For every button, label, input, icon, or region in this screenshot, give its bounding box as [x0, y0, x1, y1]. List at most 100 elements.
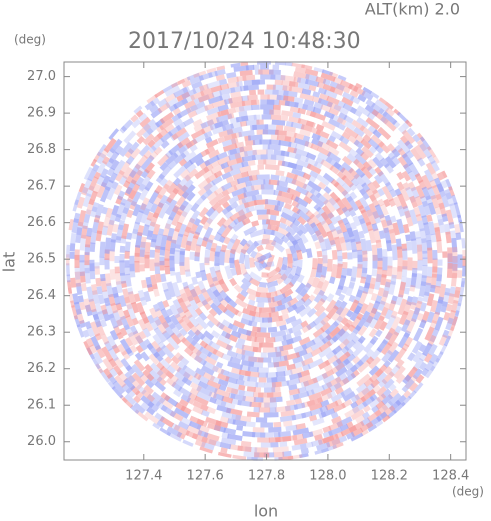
radar-cell [250, 250, 258, 259]
radar-cell [314, 433, 323, 441]
radar-cell [301, 431, 314, 439]
radar-cell [415, 185, 426, 199]
radar-cell [82, 193, 92, 208]
radar-cell [154, 412, 165, 422]
radar-cell [249, 228, 266, 238]
radar-cell [206, 209, 220, 225]
radar-cell [360, 276, 367, 284]
radar-cell [276, 200, 285, 208]
radar-cell [184, 269, 191, 277]
y-axis-label: lat [0, 252, 19, 273]
radar-cell [269, 214, 277, 221]
radar-cell [384, 309, 394, 320]
radar-cell [288, 383, 298, 391]
radar-cell [314, 319, 327, 331]
radar-cell [234, 342, 245, 350]
radar-cell [269, 396, 283, 403]
radar-cell [184, 257, 190, 272]
radar-cell [89, 321, 101, 337]
radar-cell [247, 293, 257, 301]
radar-cell [362, 161, 373, 172]
radar-cell [121, 383, 132, 394]
radar-cell [174, 352, 185, 362]
radar-cell [322, 425, 332, 434]
radar-cell [286, 187, 302, 198]
radar-cell [131, 118, 142, 129]
radar-cell [77, 182, 86, 193]
radar-cell [209, 375, 220, 384]
radar-cell [81, 340, 93, 356]
radar-cell [390, 310, 398, 319]
radar-cell [199, 215, 209, 225]
radar-cell [172, 204, 181, 214]
radar-cell [123, 130, 137, 144]
radar-cell [309, 111, 327, 121]
radar-cell [387, 331, 400, 347]
radar-cell [241, 95, 249, 102]
radar-cell [233, 283, 243, 294]
radar-cell [396, 205, 406, 217]
radar-cell [332, 76, 344, 85]
radar-cell [211, 90, 223, 98]
radar-cell [245, 205, 256, 213]
radar-cell [342, 102, 358, 115]
radar-cell [456, 269, 463, 279]
radar-cell [450, 230, 457, 239]
radar-cell [276, 195, 293, 205]
radar-cell [405, 150, 415, 159]
radar-cell [154, 252, 160, 267]
radar-cell [348, 324, 356, 333]
radar-cell [416, 244, 423, 261]
radar-cell [415, 213, 423, 222]
radar-cell [142, 127, 154, 139]
radar-cell [168, 205, 180, 221]
radar-cell [260, 422, 273, 428]
radar-cell [291, 178, 308, 190]
radar-cell [197, 92, 215, 103]
radar-cell [100, 277, 108, 293]
radar-cell [378, 320, 388, 331]
radar-cell [270, 114, 282, 121]
radar-cell [408, 382, 419, 392]
radar-cell [329, 165, 340, 175]
radar-cell [360, 238, 368, 255]
radar-cell [437, 218, 446, 234]
radar-cell [205, 296, 214, 306]
radar-cell [298, 374, 312, 384]
radar-cell [361, 267, 368, 279]
radar-cell [364, 205, 374, 217]
radar-cell [293, 71, 310, 80]
radar-cell [308, 84, 317, 92]
radar-cell [280, 211, 297, 224]
radar-cell [338, 330, 351, 343]
radar-cell [284, 135, 297, 143]
radar-cell [310, 267, 318, 278]
radar-cell [139, 197, 150, 211]
radar-cell [276, 180, 289, 188]
radar-cell [130, 191, 142, 207]
radar-cell [332, 358, 342, 368]
radar-cell [362, 250, 368, 262]
radar-cell [173, 165, 187, 179]
radar-cell [295, 282, 306, 295]
radar-cell [226, 157, 243, 167]
radar-cell [320, 266, 328, 278]
radar-cell [187, 283, 198, 298]
radar-cell [327, 212, 338, 225]
radar-cell [246, 335, 258, 343]
radar-cell [286, 171, 298, 180]
radar-cell [291, 412, 307, 421]
radar-cell [402, 223, 410, 234]
radar-cell [401, 152, 414, 167]
radar-cell [354, 153, 367, 165]
radar-cell [197, 182, 213, 197]
radar-cell [322, 191, 337, 206]
radar-cell [388, 299, 397, 312]
radar-cell [148, 353, 160, 366]
radar-cell [401, 266, 408, 277]
radar-cell [134, 154, 149, 170]
radar-cell [89, 259, 95, 272]
radar-cell [450, 272, 458, 287]
radar-cell [252, 432, 266, 438]
radar-cell [444, 287, 451, 296]
